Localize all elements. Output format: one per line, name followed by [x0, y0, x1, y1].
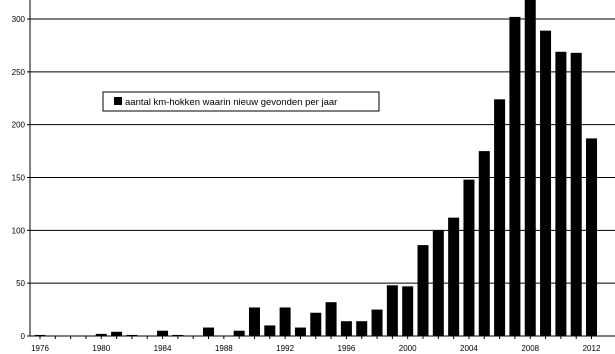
legend-box — [102, 91, 380, 112]
legend-label: aantal km-hokken waarin nieuw gevonden p… — [125, 97, 337, 108]
bar-1982 — [126, 334, 138, 336]
x-tick-label: 1996 — [338, 344, 356, 353]
x-tick-label: 1984 — [154, 344, 172, 353]
bar-1987 — [203, 327, 215, 336]
bar-2001 — [417, 245, 429, 336]
x-tick-label: 2008 — [521, 344, 539, 353]
bar-1994 — [310, 312, 322, 336]
bar-2011 — [570, 52, 582, 336]
bar-1976 — [34, 334, 46, 336]
bars — [34, 0, 598, 336]
bar-2003 — [448, 217, 460, 336]
x-tick-label: 1992 — [276, 344, 294, 353]
x-tick-label: 1988 — [215, 344, 233, 353]
bar-1993 — [294, 327, 306, 336]
bar-2008 — [524, 0, 536, 336]
bar-1989 — [233, 330, 245, 336]
x-tick-label: 2004 — [460, 344, 478, 353]
bar-1990 — [248, 307, 260, 336]
x-tick-label: 1976 — [31, 344, 49, 353]
bar-2006 — [494, 99, 506, 336]
axes — [29, 0, 615, 337]
bar-1980 — [95, 333, 107, 336]
bar-1997 — [356, 321, 368, 336]
bar-2012 — [586, 138, 598, 336]
x-tick-label: 2012 — [583, 344, 601, 353]
bar-1995 — [325, 302, 337, 336]
x-axis-ticks: 1976 1980 1984 1988 1992 1996 2000 2004 2008 2012 — [31, 336, 601, 353]
bar-2007 — [509, 16, 521, 336]
x-tick-label: 2000 — [399, 344, 417, 353]
y-tick-label: 300 — [12, 15, 26, 24]
y-axis-ticks: 0 50 100 150 200 250 300 — [12, 15, 30, 341]
y-tick-label: 50 — [16, 279, 25, 288]
bar-1996 — [340, 321, 352, 336]
bar-2009 — [540, 30, 552, 336]
bar-2010 — [555, 51, 567, 336]
bar-2005 — [478, 151, 490, 336]
bar-2004 — [463, 179, 475, 336]
bar-1991 — [264, 325, 276, 336]
bar-1984 — [157, 330, 169, 336]
legend-swatch — [114, 97, 122, 105]
y-tick-label: 100 — [12, 226, 26, 235]
bar-1981 — [111, 331, 123, 336]
y-tick-label: 0 — [21, 332, 26, 341]
bar-1998 — [371, 309, 383, 336]
legend: aantal km-hokken waarin nieuw gevonden p… — [102, 91, 380, 112]
bar-1985 — [172, 334, 184, 336]
bar-2000 — [402, 286, 414, 336]
y-tick-label: 200 — [12, 121, 26, 130]
bar-2002 — [432, 230, 444, 336]
y-tick-label: 250 — [12, 68, 26, 77]
x-tick-label: 1980 — [92, 344, 110, 353]
y-tick-label: 150 — [12, 174, 26, 183]
bar-1999 — [386, 285, 398, 336]
bar-1992 — [279, 307, 291, 336]
